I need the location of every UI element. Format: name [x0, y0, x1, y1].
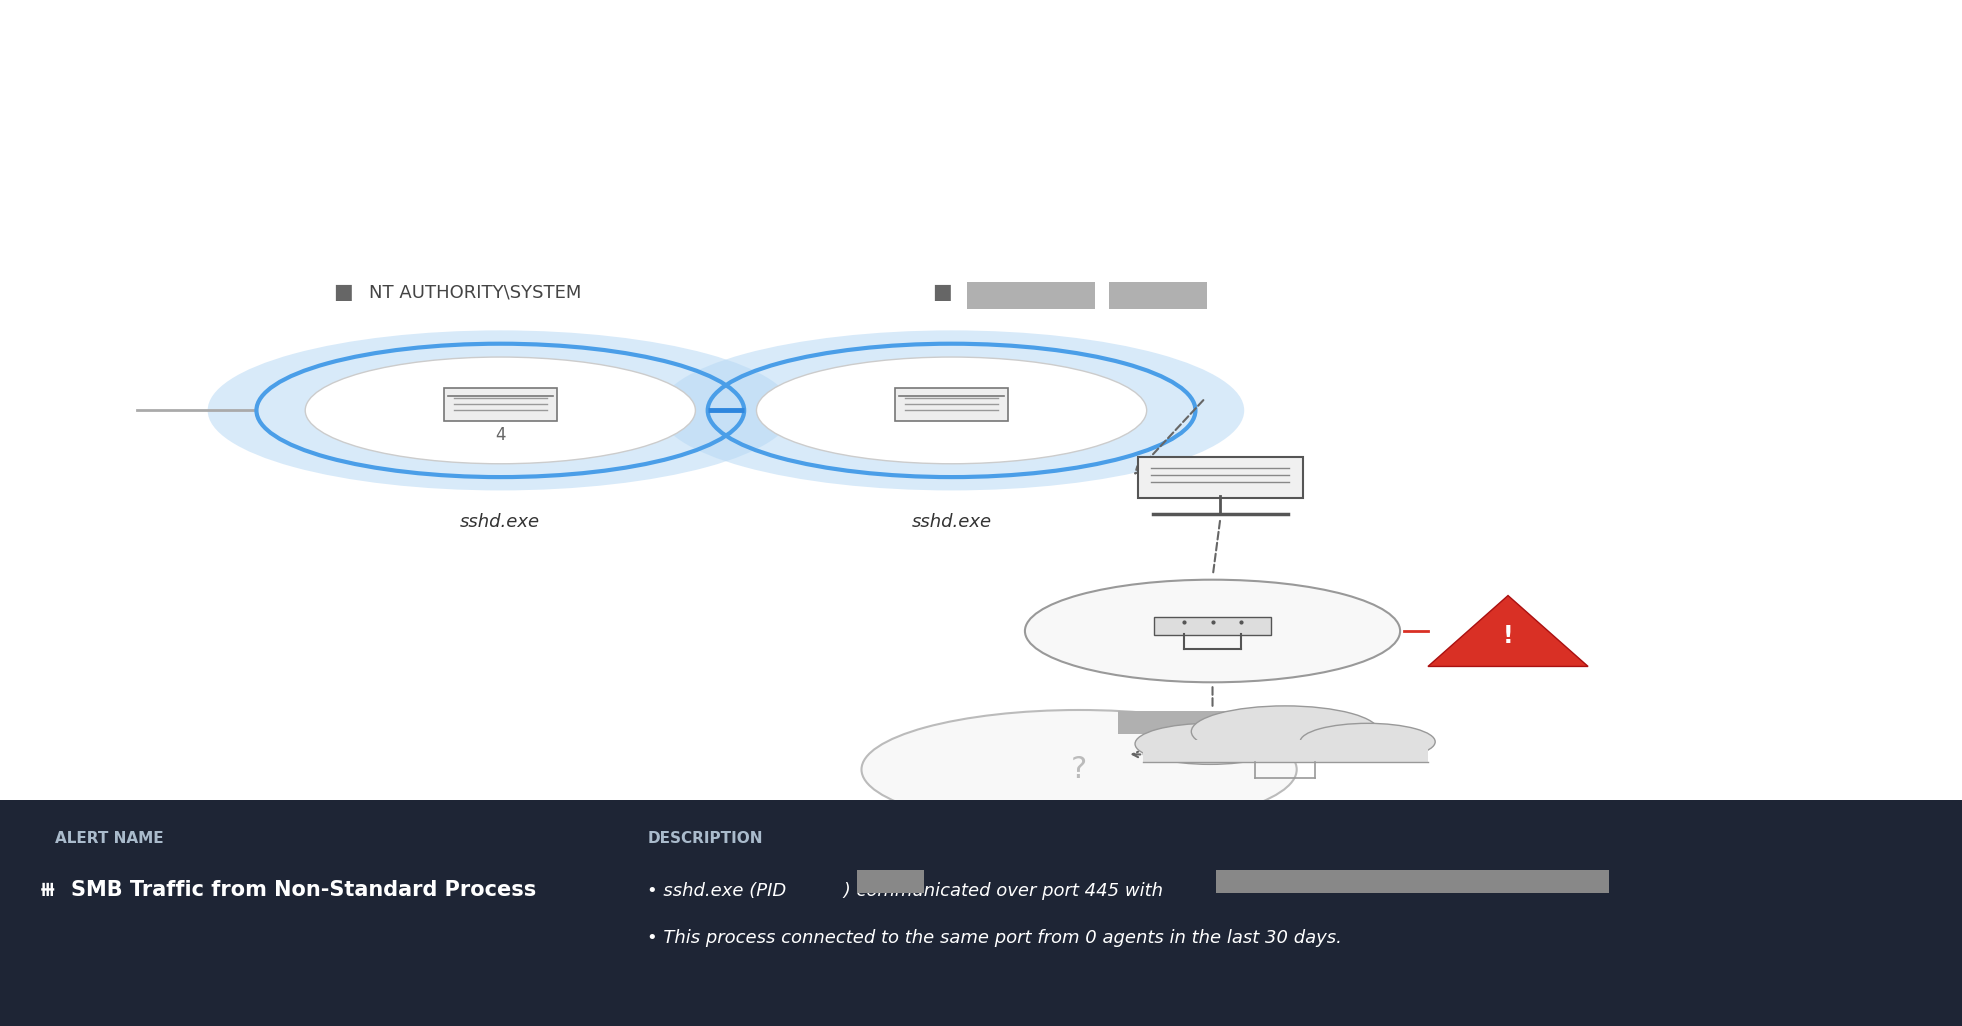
Text: !: ! [1503, 624, 1513, 648]
FancyBboxPatch shape [1216, 870, 1609, 893]
Ellipse shape [306, 357, 695, 464]
Text: • This process connected to the same port from 0 agents in the last 30 days.: • This process connected to the same por… [647, 929, 1342, 947]
FancyBboxPatch shape [895, 388, 1008, 421]
Ellipse shape [659, 330, 1244, 490]
FancyBboxPatch shape [1118, 711, 1307, 734]
Text: ■: ■ [932, 282, 952, 303]
Ellipse shape [1301, 723, 1434, 760]
Ellipse shape [757, 357, 1146, 464]
Ellipse shape [1191, 706, 1379, 757]
Ellipse shape [208, 330, 793, 490]
Text: ?: ? [1071, 755, 1087, 784]
FancyBboxPatch shape [1109, 282, 1207, 309]
FancyBboxPatch shape [1138, 457, 1303, 498]
FancyBboxPatch shape [1142, 740, 1428, 762]
FancyBboxPatch shape [0, 800, 1962, 1026]
Text: ■: ■ [334, 282, 353, 303]
Ellipse shape [1024, 580, 1401, 682]
Text: • sshd.exe (PID          ) communicated over port 445 with: • sshd.exe (PID ) communicated over port… [647, 882, 1169, 901]
FancyBboxPatch shape [1154, 617, 1271, 635]
FancyBboxPatch shape [443, 388, 557, 421]
Text: ⧻  SMB Traffic from Non-Standard Process: ⧻ SMB Traffic from Non-Standard Process [39, 880, 536, 900]
Polygon shape [1428, 595, 1587, 667]
Text: ALERT NAME: ALERT NAME [55, 831, 163, 846]
Ellipse shape [861, 710, 1297, 829]
Text: sshd.exe: sshd.exe [461, 513, 540, 531]
Text: NT AUTHORITY\SYSTEM: NT AUTHORITY\SYSTEM [369, 283, 581, 302]
FancyBboxPatch shape [857, 870, 924, 893]
Text: DESCRIPTION: DESCRIPTION [647, 831, 763, 846]
Text: sshd.exe: sshd.exe [912, 513, 991, 531]
Text: 4: 4 [494, 426, 506, 444]
FancyBboxPatch shape [967, 282, 1095, 309]
Ellipse shape [1136, 723, 1285, 764]
